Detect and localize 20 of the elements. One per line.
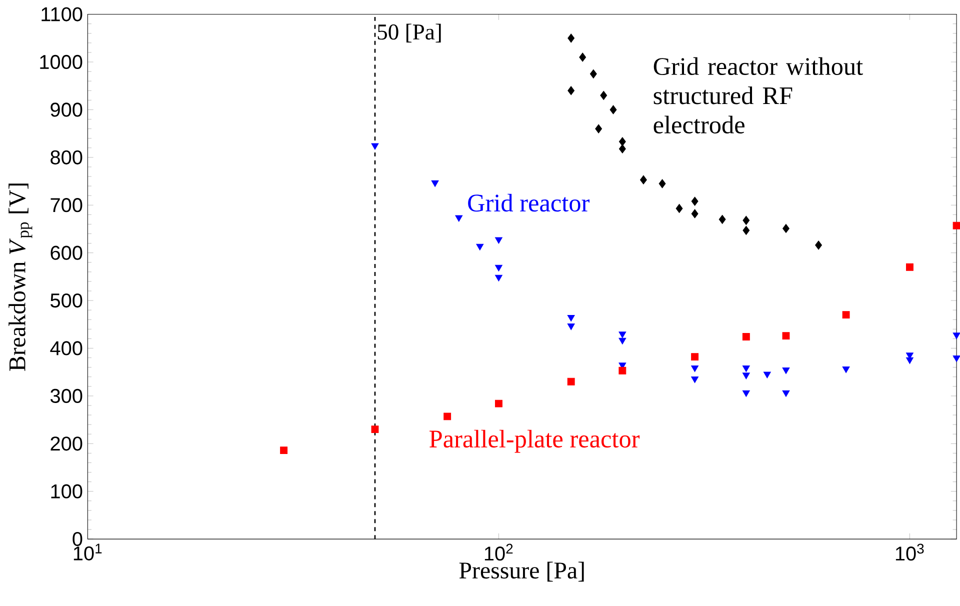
y-tick-label: 300 bbox=[50, 388, 82, 404]
y-tick-label: 1000 bbox=[40, 55, 82, 70]
series-label: Grid reactor without structured RF electrode bbox=[654, 57, 863, 134]
y-tick-label: 0 bbox=[72, 532, 82, 546]
y-tick-label: 900 bbox=[50, 102, 82, 117]
series-label: Grid reactor bbox=[468, 194, 590, 212]
x-axis-title: Pressure [Pa] bbox=[459, 562, 584, 582]
y-tick-label: 400 bbox=[50, 341, 82, 356]
x-tick-label: 10$^{2}$ bbox=[484, 544, 513, 561]
ref-line-label: 50 [Pa] bbox=[378, 24, 441, 43]
y-tick-label: 100 bbox=[51, 484, 82, 498]
y-tick-label: 800 bbox=[50, 150, 82, 165]
series-label: Parallel-plate reactor bbox=[430, 430, 640, 453]
x-tick-label: 10$^{3}$ bbox=[896, 544, 924, 561]
y-tick-label: 1100 bbox=[42, 7, 82, 22]
y-tick-label: 500 bbox=[50, 294, 82, 308]
y-tick-label: 600 bbox=[50, 246, 82, 260]
y-tick-label: 200 bbox=[50, 436, 82, 451]
y-axis-title: Breakdown V$_{pp}$ [V] bbox=[8, 184, 32, 371]
y-tick-label: 700 bbox=[50, 198, 82, 212]
